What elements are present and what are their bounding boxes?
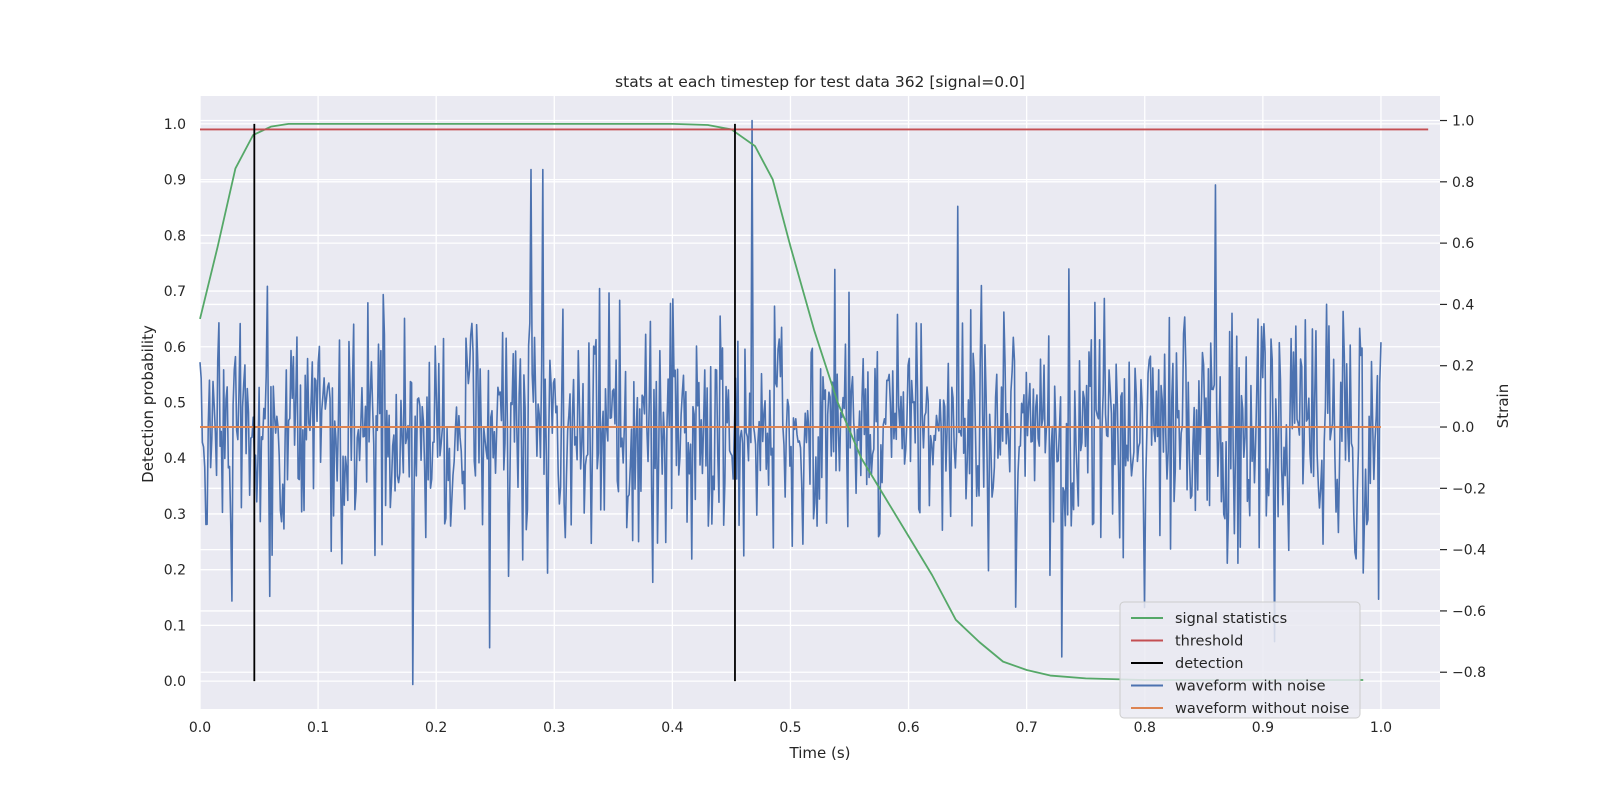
legend-label: detection <box>1175 656 1243 672</box>
y-right-tick-label: −0.6 <box>1452 604 1486 620</box>
x-tick-label: 0.8 <box>1134 720 1156 736</box>
y-right-tick-label: 0.8 <box>1452 175 1474 191</box>
y-tick-label: 0.0 <box>164 674 186 690</box>
legend-label: waveform with noise <box>1175 679 1326 695</box>
y-right-tick-label: 0.2 <box>1452 359 1474 375</box>
x-tick-label: 0.3 <box>543 720 565 736</box>
y-tick-label: 0.4 <box>164 451 186 467</box>
y-right-tick-label: 1.0 <box>1452 114 1474 130</box>
y-tick-label: 0.5 <box>164 396 186 412</box>
chart-title: stats at each timestep for test data 362… <box>615 73 1025 91</box>
x-tick-label: 0.9 <box>1252 720 1274 736</box>
y-tick-label: 0.3 <box>164 507 186 523</box>
y-tick-label: 0.7 <box>164 284 186 300</box>
x-tick-label: 0.5 <box>779 720 801 736</box>
y-tick-label: 0.9 <box>164 173 186 189</box>
y-tick-label: 0.8 <box>164 228 186 244</box>
y-right-tick-label: −0.4 <box>1452 543 1486 559</box>
y-right-tick-label: 0.4 <box>1452 297 1474 313</box>
x-tick-label: 0.6 <box>897 720 919 736</box>
y-tick-label: 1.0 <box>164 117 186 133</box>
legend: signal statistics threshold detection wavef… <box>1119 601 1361 719</box>
y-tick-label: 0.6 <box>164 340 186 356</box>
x-tick-label: 0.0 <box>189 720 211 736</box>
y-right-tick-label: −0.2 <box>1452 481 1486 497</box>
y-right-tick-label: 0.0 <box>1452 420 1474 436</box>
legend-box <box>1119 601 1361 719</box>
axes-labels: 0.0 0.1 0.2 0.3 0.4 0.5 0.6 0.7 0.8 0.9 1.0 0.0 0.1 0… <box>164 114 1486 736</box>
legend-label: signal statistics <box>1175 611 1287 627</box>
series-layer <box>199 119 1429 686</box>
x-tick-label: 0.1 <box>307 720 329 736</box>
y-right-axis-label: Strain <box>1494 384 1512 428</box>
x-tick-label: 0.7 <box>1016 720 1038 736</box>
series-waveform-with-noise <box>199 119 1382 686</box>
x-tick-label: 0.2 <box>425 720 447 736</box>
x-tick-label: 0.4 <box>661 720 683 736</box>
legend-label: waveform without noise <box>1175 701 1349 717</box>
legend-label: threshold <box>1175 634 1243 650</box>
y-right-tick-label: −0.8 <box>1452 665 1486 681</box>
series-signal-statistics <box>199 122 1364 681</box>
y-right-tick-label: 0.6 <box>1452 236 1474 252</box>
x-tick-label: 1.0 <box>1370 720 1392 736</box>
x-axis-label: Time (s) <box>789 744 851 762</box>
y-tick-label: 0.1 <box>164 618 186 634</box>
y-tick-label: 0.2 <box>164 563 186 579</box>
y-axis-label: Detection probability <box>139 325 157 483</box>
